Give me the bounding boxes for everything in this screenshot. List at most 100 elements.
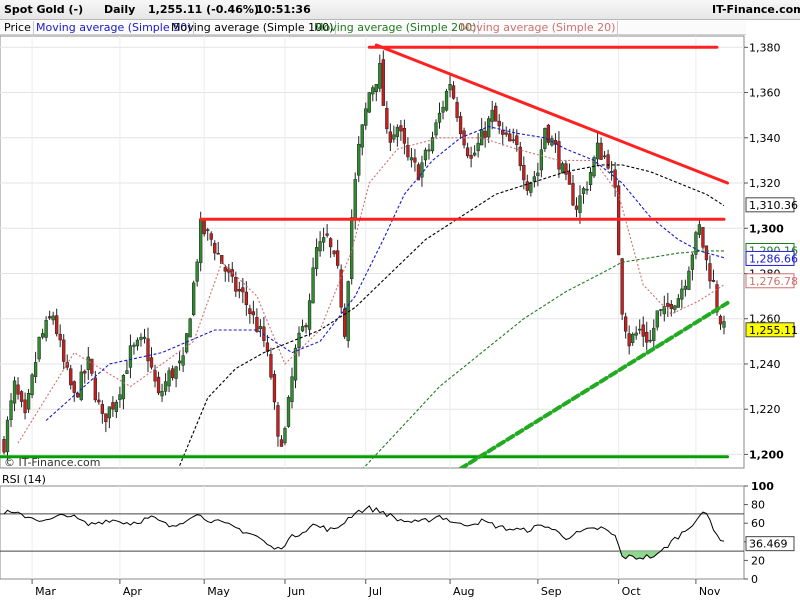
- candle-body: [40, 333, 45, 338]
- candle-body: [676, 298, 680, 308]
- rsi-plot-area: [0, 485, 745, 580]
- candle-body: [515, 135, 519, 145]
- candle-body: [480, 129, 484, 146]
- candle-body: [641, 324, 645, 337]
- candle-body: [420, 162, 424, 178]
- candle-body: [669, 304, 673, 309]
- month-label: Jun: [287, 585, 305, 598]
- candle-body: [490, 109, 494, 122]
- candle-body: [458, 116, 463, 135]
- candle-body: [448, 83, 452, 91]
- candle-body: [627, 333, 631, 347]
- candle-body: [258, 326, 263, 330]
- candle-body: [44, 320, 48, 338]
- candle-body: [416, 164, 421, 181]
- candle-body: [606, 154, 610, 169]
- candle-body: [111, 402, 115, 410]
- candle-body: [5, 419, 10, 453]
- candle-body: [90, 358, 94, 374]
- candle-body: [701, 227, 705, 248]
- candle-body: [648, 339, 652, 342]
- candle-body: [48, 316, 52, 319]
- candle-body: [662, 306, 666, 315]
- candle-body: [314, 247, 319, 269]
- candle-body: [501, 129, 505, 135]
- legend-item-sma20[interactable]: Moving average (Simple 20): [458, 21, 619, 34]
- candle-body: [223, 267, 227, 272]
- candle-body: [339, 269, 343, 308]
- value-badge: [745, 322, 795, 338]
- candle-body: [262, 326, 266, 341]
- candle-body: [51, 315, 55, 321]
- candle-body: [153, 370, 157, 382]
- candle-body: [2, 439, 6, 453]
- rsi-value-badge: [745, 536, 795, 552]
- candle-body: [272, 374, 277, 403]
- candle-body: [318, 241, 322, 252]
- candle-body: [571, 183, 575, 206]
- candle-body: [406, 144, 410, 158]
- candle-body: [694, 232, 698, 255]
- candle-body: [655, 310, 659, 328]
- rsi-value-text: 36.469: [749, 538, 788, 551]
- candle-body: [602, 155, 607, 158]
- copyright-notice: © IT-Finance.com: [4, 456, 101, 469]
- candle-body: [33, 362, 38, 377]
- moving-average-line: [17, 137, 725, 444]
- month-label: Apr: [123, 585, 143, 598]
- legend-item-sma200[interactable]: Moving average (Simple 200): [312, 21, 480, 34]
- candle-body: [553, 140, 558, 145]
- candle-body: [241, 287, 245, 293]
- candle-body: [504, 132, 508, 135]
- value-badge: [745, 197, 795, 213]
- moving-average-line: [179, 164, 725, 466]
- candle-body: [177, 360, 182, 364]
- price-tick-label: 1,340: [749, 132, 781, 145]
- candle-body: [286, 397, 291, 427]
- month-label: Mar: [35, 585, 56, 598]
- candle-body: [451, 85, 456, 99]
- candle-body: [673, 305, 677, 310]
- candle-body: [202, 219, 206, 235]
- instrument-name: Spot Gold (-): [4, 3, 84, 16]
- candle-body: [125, 370, 129, 374]
- candle-body: [269, 354, 273, 378]
- candle-body: [114, 401, 119, 412]
- candle-body: [574, 205, 579, 210]
- candle-body: [427, 149, 431, 152]
- candle-body: [58, 333, 62, 341]
- candle-body: [652, 327, 656, 341]
- candle-body: [385, 108, 389, 130]
- candle-body: [399, 125, 403, 132]
- candle-body: [585, 188, 589, 191]
- candle-body: [79, 371, 83, 400]
- candle-body: [715, 284, 719, 313]
- candle-body: [687, 270, 691, 290]
- candle-body: [156, 376, 161, 394]
- value-badge: [745, 273, 795, 289]
- candle-body: [16, 384, 20, 395]
- month-label: Aug: [453, 585, 474, 598]
- candle-body: [483, 130, 487, 138]
- candle-body: [167, 370, 171, 387]
- value-badge: [745, 250, 795, 266]
- candle-body: [494, 105, 498, 122]
- candle-body: [634, 332, 638, 336]
- candle-body: [55, 315, 59, 335]
- candle-body: [199, 219, 203, 263]
- legend-item-price[interactable]: Price: [2, 21, 34, 34]
- candle-body: [146, 338, 150, 362]
- candle-body: [413, 157, 417, 163]
- candle-body: [532, 176, 536, 182]
- candle-body: [19, 391, 24, 402]
- candle-body: [276, 405, 280, 437]
- month-label: Jul: [368, 585, 382, 598]
- candle-body: [12, 380, 17, 404]
- rsi-tick-label: 0: [751, 573, 758, 586]
- legend-item-sma50[interactable]: Moving average (Simple 50): [34, 21, 195, 34]
- candle-body: [441, 106, 445, 113]
- candle-body: [163, 381, 168, 392]
- legend-item-sma100[interactable]: Moving average (Simple 100): [169, 21, 337, 34]
- candle-body: [430, 137, 435, 152]
